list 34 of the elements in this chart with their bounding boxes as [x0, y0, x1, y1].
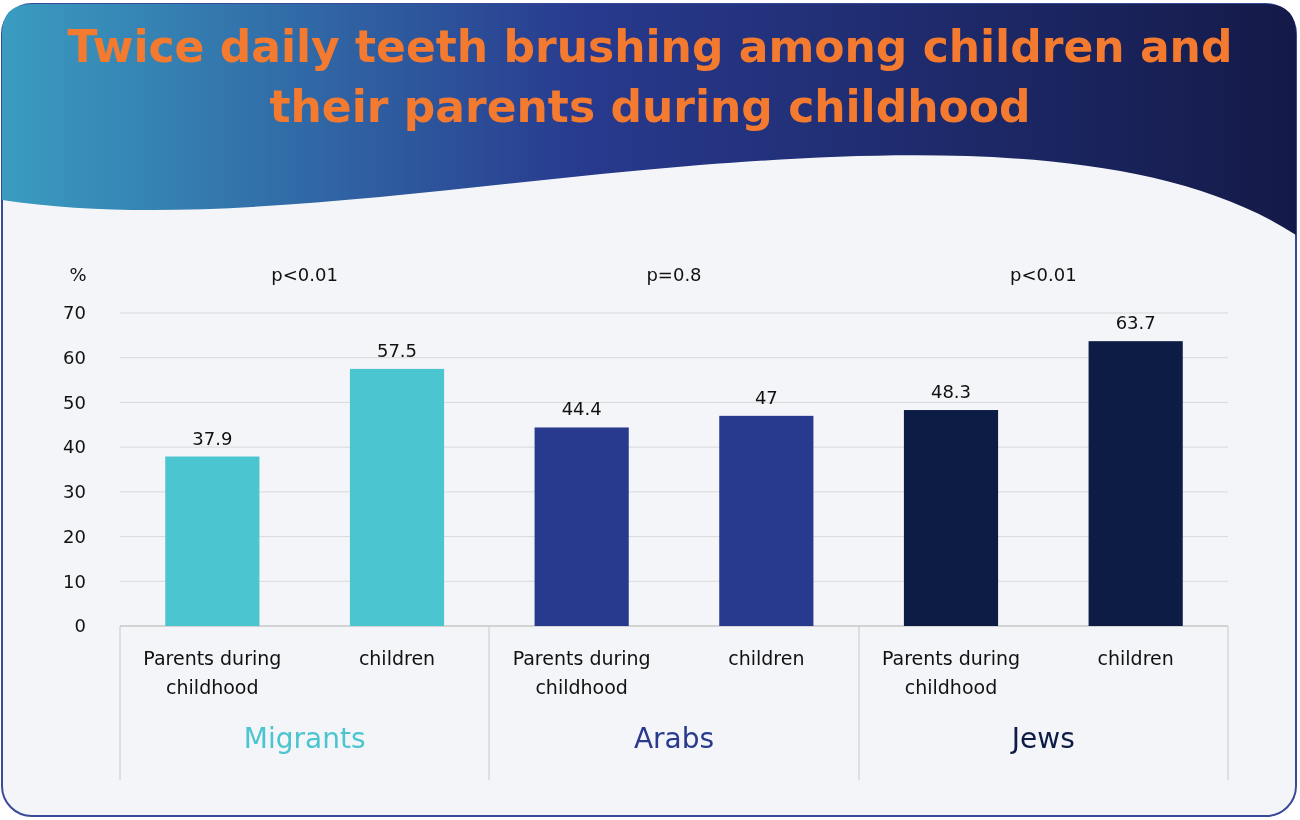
bar	[903, 410, 999, 626]
bar	[534, 427, 629, 626]
bar	[1088, 341, 1183, 626]
x-tick-label: Parents during childhood	[881, 647, 1021, 698]
chart-title: Twice daily teeth brushing among children and their parents during childhood	[67, 21, 1233, 132]
y-tick-label: 0	[74, 615, 86, 637]
x-tick-label: Parents during childhood	[512, 647, 651, 698]
y-axis-title: %	[69, 264, 87, 285]
data-label: 44.4	[561, 398, 602, 420]
data-label: 57.5	[376, 339, 418, 361]
y-tick-label: 20	[63, 525, 86, 547]
data-label: 37.9	[192, 427, 233, 449]
y-tick-label: 60	[63, 347, 86, 369]
text: Arabs	[633, 722, 715, 755]
y-tick-label: 30	[63, 481, 86, 503]
text: p=0.8	[646, 264, 702, 285]
bar	[165, 456, 260, 626]
x-tick-label: children	[728, 647, 805, 669]
text: Jews	[1009, 722, 1075, 755]
text: p<0.01	[271, 264, 338, 285]
y-tick-label: 40	[63, 436, 86, 458]
data-label: 47	[754, 386, 778, 408]
text: Migrants	[243, 722, 366, 755]
x-tick-label: children	[1097, 647, 1174, 669]
x-tick-label: Parents during childhood	[143, 647, 282, 698]
y-tick-label: 50	[63, 391, 86, 413]
x-tick-label: children	[358, 647, 436, 669]
y-tick-label: 10	[63, 570, 86, 592]
y-tick-label: 70	[63, 302, 86, 324]
data-label: 63.7	[1115, 312, 1156, 334]
bar	[719, 415, 814, 626]
text: p<0.01	[1010, 264, 1077, 285]
bar	[349, 368, 445, 626]
data-label: 48.3	[930, 381, 972, 403]
